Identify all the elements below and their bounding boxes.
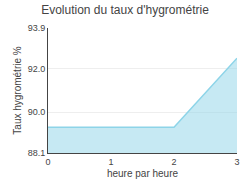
svg-text:Evolution du taux d'hygrométri: Evolution du taux d'hygrométrie [41,3,209,17]
svg-text:90.0: 90.0 [28,107,46,117]
svg-text:Taux hygrométrie %: Taux hygrométrie % [12,46,23,134]
svg-text:92.0: 92.0 [28,64,46,74]
svg-text:3: 3 [234,157,239,167]
svg-text:1: 1 [108,157,113,167]
svg-text:0: 0 [45,157,50,167]
svg-text:88.1: 88.1 [28,148,46,158]
svg-text:heure par heure: heure par heure [107,168,179,179]
svg-text:2: 2 [171,157,176,167]
svg-text:93.9: 93.9 [28,23,46,33]
